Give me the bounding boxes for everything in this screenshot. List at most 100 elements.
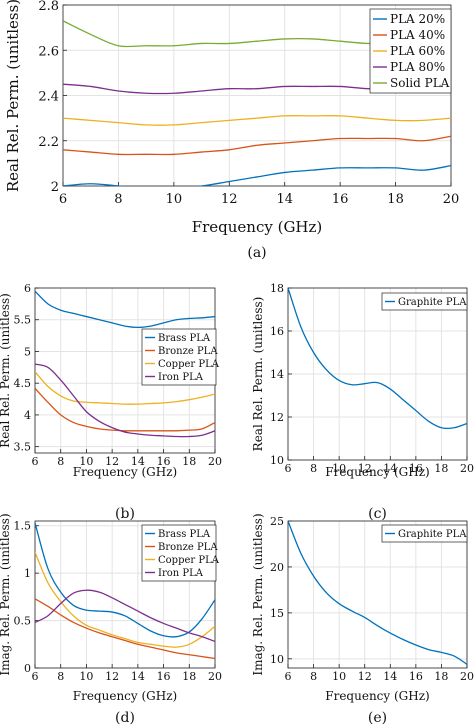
series-line-graphite-pla (288, 288, 467, 430)
legend: Graphite PLA (381, 292, 468, 311)
chart-b: 6 8 10 12 14 16 18 20 3.5 4 4.5 5 5.5 6 Frequency (GHz… (0, 282, 222, 522)
series-line-iron-pla (35, 363, 215, 438)
y-axis-label: Real Rel. Perm. (unitless) (251, 297, 265, 452)
panel-label: (a) (247, 245, 266, 261)
x-tick-label: 10 (79, 455, 93, 468)
plot-frame (287, 520, 468, 669)
series-line-graphite-pla (288, 521, 467, 665)
x-tick-label: 12 (221, 192, 238, 207)
x-axis-label: Frequency (GHz) (325, 465, 429, 479)
y-tick-label: 4 (24, 409, 31, 422)
y-tick-label: 16 (270, 325, 284, 338)
x-tick-label: 10 (166, 192, 183, 207)
x-tick-label: 16 (157, 670, 171, 683)
legend: Brass PLA Bronze PLA Copper PLA Iron PLA (141, 524, 220, 582)
series-line-bronze-pla (35, 598, 215, 660)
x-tick-label: 6 (59, 192, 67, 207)
series-line-brass-pla (35, 290, 215, 329)
legend-entry: Copper PLA (158, 359, 220, 370)
x-tick-label: 12 (358, 670, 372, 683)
series-line-copper-pla (35, 371, 215, 405)
x-tick-label: 8 (57, 670, 64, 683)
x-tick-label: 16 (409, 670, 423, 683)
y-tick-label: 5 (24, 345, 31, 358)
x-tick-label: 20 (460, 670, 474, 683)
panel-label: (c) (368, 506, 387, 522)
x-tick-label: 6 (285, 462, 292, 475)
x-axis-label: Frequency (GHz) (73, 689, 177, 703)
series-line-pla-20 (63, 164, 451, 186)
y-tick-label: 0.5 (14, 615, 32, 628)
x-tick-label: 6 (32, 455, 39, 468)
x-tick-label: 16 (157, 455, 171, 468)
series-line-bronze-pla (35, 387, 215, 432)
legend-entry: Brass PLA (158, 333, 211, 344)
x-tick-label: 20 (443, 192, 460, 207)
panel-label: (d) (115, 710, 135, 726)
y-axis-label: Real Rel. Perm. (unitless) (4, 0, 22, 192)
x-tick-label: 14 (131, 670, 145, 683)
x-axis-label: Frequency (GHz) (192, 218, 323, 236)
legend: Brass PLA Bronze PLA Copper PLA Iron PLA (141, 328, 220, 386)
legend-entry: Iron PLA (158, 372, 204, 383)
legend-entry: Brass PLA (158, 529, 211, 540)
y-tick-label: 1 (24, 567, 31, 580)
x-tick-label: 12 (358, 462, 372, 475)
y-tick-label: 2.4 (38, 90, 59, 105)
series-line-pla-60 (63, 115, 451, 126)
y-tick-label: 1.5 (14, 520, 32, 533)
x-tick-label: 20 (208, 455, 222, 468)
y-tick-label: 12 (270, 411, 284, 424)
y-tick-label: 18 (270, 282, 284, 295)
x-tick-label: 6 (32, 670, 39, 683)
series-line-iron-pla (35, 589, 215, 643)
x-axis-label: Frequency (GHz) (325, 689, 429, 703)
legend-entry: PLA 80% (390, 60, 445, 74)
legend-entry: Bronze PLA (158, 542, 218, 553)
chart-c: 6 8 10 12 14 16 18 20 10 12 14 16 18 Frequency (GHz) R… (251, 282, 474, 522)
y-tick-label: 10 (270, 653, 284, 666)
x-tick-label: 18 (182, 455, 196, 468)
y-tick-label: 2.2 (38, 135, 59, 150)
y-tick-label: 2 (51, 180, 59, 195)
x-tick-label: 14 (276, 192, 293, 207)
x-tick-label: 8 (310, 462, 317, 475)
chart-e: 6 8 10 12 14 16 18 20 10 15 20 25 Frequency (GHz) Ima… (251, 513, 474, 726)
legend-entry: Copper PLA (158, 555, 220, 566)
legend-entry: PLA 20% (390, 12, 445, 26)
x-tick-label: 14 (383, 670, 397, 683)
legend-entry: PLA 60% (390, 44, 445, 58)
y-tick-label: 14 (270, 368, 284, 381)
x-tick-label: 18 (387, 192, 404, 207)
x-tick-label: 18 (434, 670, 448, 683)
x-tick-label: 12 (105, 455, 119, 468)
x-axis-label: Frequency (GHz) (73, 465, 177, 479)
legend-box (141, 328, 217, 386)
y-tick-label: 20 (270, 561, 284, 574)
series-line-pla-40 (63, 135, 451, 156)
x-tick-label: 16 (409, 462, 423, 475)
chart-d: 6 8 10 12 14 16 18 20 0 0.5 1 1.5 Frequency (GHz) Ima… (0, 513, 222, 726)
panel-label: (e) (368, 710, 387, 726)
x-tick-label: 10 (332, 462, 346, 475)
x-tick-label: 16 (332, 192, 349, 207)
x-tick-label: 20 (208, 670, 222, 683)
y-axis-label: Real Rel. Perm. (unitless) (0, 293, 12, 448)
y-tick-label: 2.8 (38, 0, 59, 14)
series-line-brass-pla (35, 522, 215, 638)
x-tick-label: 18 (434, 462, 448, 475)
y-tick-label: 3.5 (14, 441, 32, 454)
series-line-copper-pla (35, 552, 215, 648)
x-tick-label: 10 (332, 670, 346, 683)
legend-box (381, 292, 468, 311)
y-tick-label: 6 (24, 282, 31, 295)
legend-entry: Bronze PLA (158, 346, 218, 357)
legend-entry: Iron PLA (158, 568, 204, 579)
y-tick-label: 4.5 (14, 377, 32, 390)
legend-box (381, 524, 468, 543)
y-tick-label: 5.5 (14, 314, 32, 327)
y-tick-label: 2.6 (38, 44, 59, 59)
plot-frame (34, 520, 216, 669)
x-tick-label: 8 (114, 192, 122, 207)
